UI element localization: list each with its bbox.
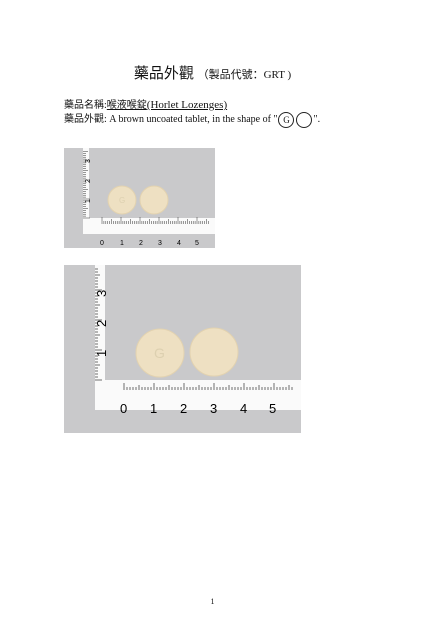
x-label-3: 3 [158,240,162,247]
ruler-svg-large: 0 1 2 3 4 5 1 2 3 G [94,265,301,416]
appearance-label: 藥品外觀: [64,114,107,125]
x-label-2: 2 [139,240,143,247]
tablet-back [189,327,239,377]
x-label-2: 2 [180,401,187,416]
x-label-4: 4 [240,401,247,416]
title-text: 藥品外觀 [133,66,194,82]
appearance-end: ". [313,114,321,125]
x-label-0: 0 [120,401,127,416]
y-label-3: 3 [94,290,109,297]
mark-back-icon [296,111,313,128]
drug-name-label: 藥品名稱: [64,100,107,111]
x-label-0: 0 [100,240,104,247]
tablet-photo-small: 0 1 2 3 4 5 1 2 3 G [64,148,215,248]
tablet-front-mark: G [154,345,165,361]
x-label-1: 1 [150,401,157,416]
x-label-3: 3 [210,401,217,416]
y-label-2: 2 [94,320,109,327]
page-number: 1 [210,597,215,606]
y-label-1: 1 [94,350,109,357]
y-label-1: 1 [85,199,92,203]
drug-name-en: (Horlet Lozenges) [146,99,228,111]
x-label-5: 5 [195,240,199,247]
y-label-3: 3 [85,159,92,163]
x-label-5: 5 [269,401,276,416]
tablet-photo-large: 0 1 2 3 4 5 1 2 3 G [64,265,301,433]
tablet-front [107,185,137,215]
appearance-line: 藥品外觀: A brown uncoated tablet, in the sh… [64,110,320,128]
x-label-4: 4 [177,240,181,247]
x-label-1: 1 [120,240,124,247]
page-title: 藥品外觀 （製品代號：GRT ) [0,62,425,83]
mark-front-icon: G [278,111,295,128]
tablet-back [139,185,169,215]
title-subtitle: （製品代號：GRT ) [197,69,292,81]
appearance-text: A brown uncoated tablet, in the shape of… [106,114,278,125]
drug-name-line: 藥品名稱:喉液喉錠(Horlet Lozenges) [64,96,227,111]
drug-name-zh: 喉液喉錠 [106,100,147,111]
ruler-svg-small: 0 1 2 3 4 5 1 2 3 G [83,148,215,247]
y-label-2: 2 [85,179,92,183]
tablet-front-mark: G [119,196,125,205]
tablet-front [135,328,185,378]
